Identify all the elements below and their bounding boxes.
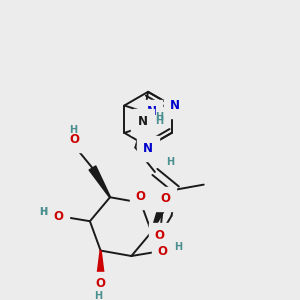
Text: H: H [167,157,175,167]
Polygon shape [151,203,167,232]
Text: O: O [160,192,170,206]
Text: N: N [170,99,180,112]
Text: O: O [155,229,165,242]
Text: H: H [39,207,47,218]
Text: H: H [69,125,77,135]
Text: O: O [136,190,146,203]
Text: N: N [143,142,153,155]
Text: H: H [174,242,182,252]
Polygon shape [89,166,110,197]
Text: H: H [155,112,163,122]
Text: H: H [155,116,164,126]
Text: H: H [94,290,103,300]
Text: O: O [70,133,80,146]
Text: O: O [96,277,106,290]
Text: H: H [39,207,47,218]
Polygon shape [97,250,104,278]
Text: N: N [136,116,147,129]
Text: O: O [158,244,168,258]
Text: N: N [146,105,156,118]
Text: O: O [54,210,64,223]
Text: N: N [138,115,148,128]
